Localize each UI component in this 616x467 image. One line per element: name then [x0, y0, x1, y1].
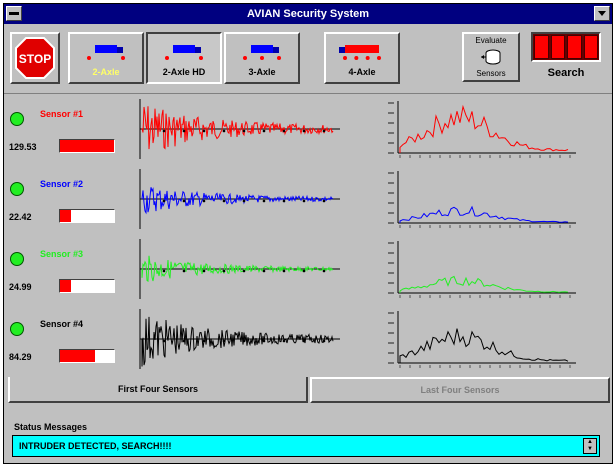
tab-last-four-sensors[interactable]: Last Four Sensors — [310, 377, 610, 403]
axle-button-1[interactable]: 2-Axle — [68, 32, 144, 84]
sensor-waveform — [139, 99, 340, 159]
status-scroll-buttons[interactable]: ▲ ▼ — [583, 438, 597, 454]
sensor-name: Sensor #2 — [40, 179, 84, 189]
sensor-waveform — [139, 239, 340, 299]
status-message-box: INTRUDER DETECTED, SEARCH!!!! ▲ ▼ — [12, 435, 600, 457]
truck-icon — [87, 45, 125, 60]
sensor-status-led — [10, 252, 24, 266]
sensor-level-fill — [60, 280, 71, 292]
truck-icon — [243, 45, 281, 60]
system-menu-icon — [9, 11, 19, 15]
sensor-row: Sensor #2 22.42 — [4, 165, 612, 235]
sensor-name: Sensor #4 — [40, 319, 84, 329]
axle-button-4[interactable]: 4-Axle — [324, 32, 400, 84]
axle-button-3[interactable]: 3-Axle — [224, 32, 300, 84]
status-messages-label: Status Messages — [14, 422, 88, 432]
evaluate-label: Evaluate — [475, 36, 507, 45]
sensor-name: Sensor #1 — [40, 109, 84, 119]
maximize-button[interactable] — [594, 6, 610, 21]
search-light — [534, 35, 549, 59]
sensor-level-bar — [59, 349, 115, 363]
system-menu-button[interactable] — [6, 6, 22, 21]
sensor-level-fill — [60, 140, 114, 152]
scroll-down-icon[interactable]: ▼ — [587, 446, 593, 452]
tab-bar: First Four Sensors Last Four Sensors — [4, 375, 612, 405]
tab-first-four-sensors[interactable]: First Four Sensors — [8, 377, 308, 403]
sensor-level-fill — [60, 210, 71, 222]
sensor-waveform — [139, 169, 340, 229]
search-lights — [531, 32, 601, 62]
main-window: AVIAN Security System STOP 2-Axle 2-Axle … — [3, 3, 613, 464]
sensors-label: Sensors — [476, 69, 506, 78]
sensor-value: 24.99 — [9, 282, 32, 292]
sensor-level-fill — [60, 350, 96, 362]
sensor-spectrum — [388, 311, 576, 368]
truck-icon — [165, 45, 203, 60]
sensor-level-bar — [59, 209, 115, 223]
sensor-status-led — [10, 112, 24, 126]
evaluate-sensors-button[interactable]: Evaluate Sensors — [462, 32, 520, 82]
sensor-spectrum — [388, 101, 576, 158]
sensor-value: 129.53 — [9, 142, 37, 152]
sensor-value: 22.42 — [9, 212, 32, 222]
sensor-waveform — [139, 309, 340, 369]
axle-button-label: 2-Axle — [92, 67, 120, 77]
status-message: INTRUDER DETECTED, SEARCH!!!! — [19, 441, 172, 451]
title-bar: AVIAN Security System — [4, 4, 612, 24]
scroll-up-icon[interactable]: ▲ — [587, 439, 593, 445]
triangle-down-icon — [598, 10, 606, 16]
sensor-spectrum — [388, 241, 576, 298]
sensor-value: 84.29 — [9, 352, 32, 362]
sensor-level-bar — [59, 139, 115, 153]
sensor-row: Sensor #4 84.29 — [4, 305, 612, 375]
sensor-status-led — [10, 182, 24, 196]
sensor-status-led — [10, 322, 24, 336]
search-indicator: Search — [526, 32, 606, 82]
sensor-row: Sensor #1 129.53 — [4, 95, 612, 165]
stop-button[interactable]: STOP — [10, 32, 60, 84]
sensor-row: Sensor #3 24.99 — [4, 235, 612, 305]
database-icon — [481, 49, 501, 65]
search-light — [583, 35, 598, 59]
search-light — [550, 35, 565, 59]
sensor-name: Sensor #3 — [40, 249, 84, 259]
truck-icon — [339, 45, 381, 60]
stop-sign-icon: STOP — [15, 37, 55, 79]
stop-label: STOP — [19, 52, 51, 66]
axle-button-label: 2-Axle HD — [162, 67, 206, 77]
window-title: AVIAN Security System — [246, 8, 370, 20]
search-light — [567, 35, 582, 59]
toolbar: STOP 2-Axle 2-Axle HD 3-Axle 4-Axle Evaluat… — [4, 24, 612, 94]
search-label: Search — [547, 67, 585, 79]
axle-button-label: 3-Axle — [248, 67, 276, 77]
sensor-level-bar — [59, 279, 115, 293]
axle-button-2[interactable]: 2-Axle HD — [146, 32, 222, 84]
sensor-panel: Sensor #1 129.53 Sensor #2 22.42 Sensor #3 24… — [4, 95, 612, 375]
sensor-spectrum — [388, 171, 576, 228]
axle-button-label: 4-Axle — [348, 67, 376, 77]
